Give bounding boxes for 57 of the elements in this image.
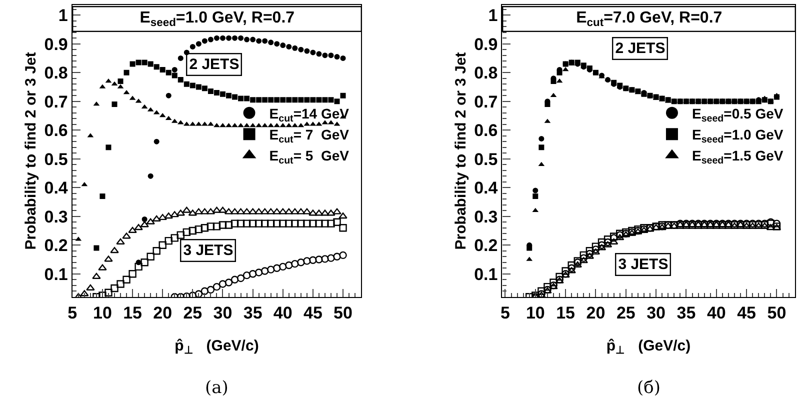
x-tick-label: 25 [616,303,636,322]
x-tick-label: 50 [334,303,352,322]
y-tick-label: 0.3 [44,207,68,226]
y-tick-label: 0.7 [44,92,68,112]
x-tick-label: 30 [646,303,666,322]
x-axis-title: p̂$_{⊥}$ (GeV/c) [174,337,259,357]
legend-label: E$_{seed}$=0.5 GeV [692,105,784,124]
annotation: 3 JETS [183,242,234,260]
x-tick-label: 15 [556,303,576,322]
annotation: 3 JETS [618,256,668,274]
y-tick-label: 0.3 [474,207,498,226]
x-tick-label: 40 [706,303,726,322]
y-axis-title: Probability to find 2 or 3 Jet [452,52,470,250]
y-tick-label: 0.6 [44,121,68,140]
x-tick-label: 15 [123,303,142,322]
x-tick-label: 40 [273,303,292,322]
y-tick-label: 0.5 [44,150,68,169]
x-tick-label: 5 [68,303,78,322]
legend-label: E$_{cut}$= 7 GeV [269,126,350,146]
x-tick-label: 10 [526,303,545,322]
x-tick-label: 20 [586,303,606,322]
x-tick-label: 25 [183,303,202,322]
y-tick-label: 0.9 [44,34,68,54]
annotation: 2 JETS [189,56,240,74]
x-tick-label: 45 [303,303,322,322]
x-tick-label: 5 [500,303,510,322]
y-tick-label: 0.8 [474,64,498,83]
y-tick-label: 0.4 [44,178,68,198]
y-tick-label: 1 [488,6,498,26]
y-tick-label: 1 [58,6,68,26]
legend-label: E$_{seed}$=1.5 GeV [692,148,784,167]
text: (a) [205,378,228,398]
x-tick-label: 50 [767,303,786,322]
annotation: 2 JETS [615,40,666,58]
chart-title: E$_{seed}$=1.0 GeV, R=0.7 [140,10,295,29]
y-axis-title: Probability to find 2 or 3 Jet [22,52,40,250]
legend-label: E$_{cut}$= 5 GeV [269,148,350,167]
y-tick-label: 0.7 [474,92,498,112]
y-tick-label: 0.8 [44,64,68,83]
x-tick-label: 35 [676,303,696,322]
chart-title: E$_{cut}$=7.0 GeV, R=0.7 [576,10,722,29]
x-axis-title: p̂$_{⊥}$ (GeV/c) [606,337,691,357]
x-tick-label: 10 [93,303,112,322]
y-tick-label: 0.1 [44,264,68,284]
x-tick-label: 30 [213,303,232,322]
x-tick-label: 35 [243,303,262,322]
y-tick-label: 0.2 [44,236,68,256]
x-tick-label: 20 [153,303,172,322]
text: (б) [637,378,660,398]
legend-label: E$_{seed}$=1.0 GeV [692,126,784,146]
y-tick-label: 0.2 [474,236,498,256]
y-tick-label: 0.6 [474,121,498,140]
y-tick-label: 0.4 [474,178,498,198]
y-tick-label: 0.5 [474,150,498,169]
x-tick-label: 45 [737,303,756,322]
y-tick-label: 0.9 [474,34,498,54]
y-tick-label: 0.1 [474,264,498,284]
